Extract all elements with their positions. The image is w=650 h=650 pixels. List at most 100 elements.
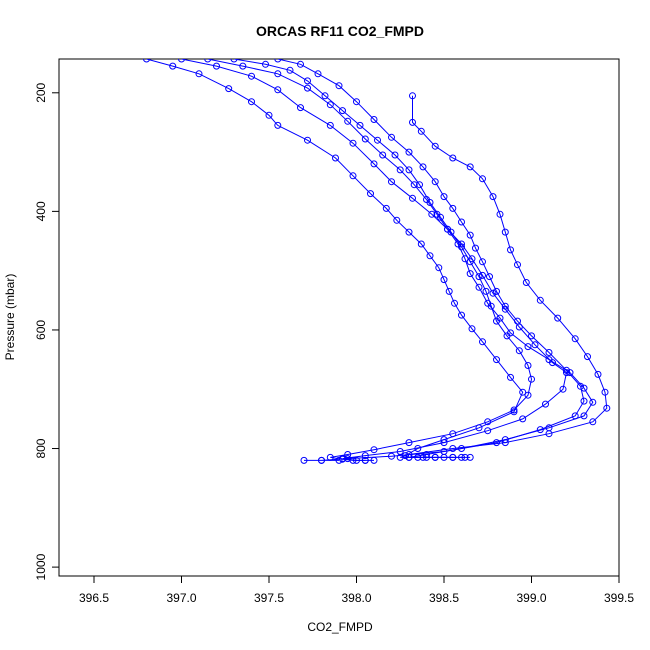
data-point: [419, 163, 427, 171]
data-point: [230, 59, 238, 63]
data-point: [501, 439, 509, 447]
data-point: [393, 216, 401, 224]
data-point: [405, 166, 413, 174]
data-point: [396, 453, 404, 461]
data-point: [458, 311, 465, 319]
y-tick-label: 600: [34, 320, 48, 340]
data-point: [440, 448, 448, 455]
data-point: [321, 92, 329, 100]
data-point: [344, 117, 352, 125]
data-point: [297, 60, 304, 68]
data-point: [507, 246, 514, 254]
data-point: [510, 406, 518, 414]
data-point: [479, 258, 486, 266]
data-point: [370, 446, 378, 454]
data-point: [410, 181, 418, 189]
data-point: [493, 317, 500, 325]
data-point: [542, 400, 549, 408]
data-point: [554, 314, 562, 322]
data-point: [391, 151, 399, 159]
data-point: [484, 427, 492, 435]
data-point: [239, 62, 247, 70]
data-point: [262, 60, 269, 68]
data-point: [178, 59, 185, 63]
data-point: [274, 70, 282, 78]
y-tick-label: 1000: [34, 553, 48, 580]
data-point: [304, 84, 311, 92]
data-point: [409, 92, 416, 100]
data-point: [589, 398, 597, 406]
data-point: [405, 451, 413, 458]
data-point: [274, 121, 282, 129]
data-point: [580, 412, 588, 420]
data-point: [248, 98, 255, 106]
data-point: [468, 325, 476, 333]
data-point: [487, 302, 495, 310]
data-point: [414, 453, 422, 461]
data-point: [563, 366, 570, 374]
data-point: [326, 121, 334, 129]
data-point: [479, 338, 486, 346]
data-point: [519, 388, 527, 396]
plot-frame: [58, 58, 620, 577]
data-point: [379, 151, 387, 159]
series-2: [178, 59, 570, 464]
data-point: [603, 404, 611, 412]
data-point: [353, 98, 360, 106]
data-point: [195, 70, 203, 78]
data-point: [475, 273, 483, 281]
data-point: [367, 190, 374, 198]
x-tick-label: 396.5: [79, 591, 109, 605]
series-6: [396, 92, 611, 461]
data-point: [479, 175, 486, 183]
data-point: [482, 287, 490, 295]
data-point: [447, 228, 455, 236]
data-point: [515, 347, 523, 355]
data-point: [493, 287, 500, 295]
data-point: [507, 373, 514, 381]
data-point: [524, 343, 532, 351]
data-point: [326, 101, 334, 109]
data-point: [374, 136, 381, 144]
data-point: [335, 82, 343, 90]
data-point: [472, 244, 479, 252]
x-axis-label: CO2_FMPD: [307, 620, 373, 634]
data-point: [388, 178, 395, 186]
x-tick-label: 399.5: [604, 591, 634, 605]
data-point: [304, 136, 311, 144]
data-point: [370, 160, 378, 168]
data-point: [426, 252, 434, 260]
data-point: [484, 418, 492, 426]
data-point: [409, 194, 416, 202]
data-point: [466, 270, 474, 278]
data-point: [493, 439, 500, 447]
series-layer: [143, 59, 611, 464]
data-point: [428, 210, 436, 218]
data-point: [486, 273, 493, 281]
data-point: [405, 148, 413, 156]
data-point: [559, 385, 567, 393]
data-point: [274, 86, 282, 94]
data-point: [426, 199, 434, 206]
data-point: [435, 264, 443, 272]
series-line: [233, 59, 533, 461]
series-3: [204, 59, 597, 461]
data-point: [344, 455, 352, 463]
data-point: [601, 388, 609, 396]
data-point: [528, 332, 535, 340]
data-point: [522, 279, 530, 286]
data-point: [475, 283, 483, 291]
data-point: [437, 213, 444, 221]
x-tick-label: 399.0: [516, 591, 546, 605]
data-point: [594, 370, 602, 378]
data-point: [580, 397, 588, 405]
data-point: [361, 135, 369, 143]
data-point: [503, 332, 511, 340]
data-point: [571, 335, 579, 343]
data-point: [417, 127, 425, 135]
data-point: [493, 356, 500, 364]
data-point: [431, 178, 439, 186]
y-axis: 200 400 600 800 1000: [34, 82, 59, 580]
data-point: [318, 456, 325, 464]
